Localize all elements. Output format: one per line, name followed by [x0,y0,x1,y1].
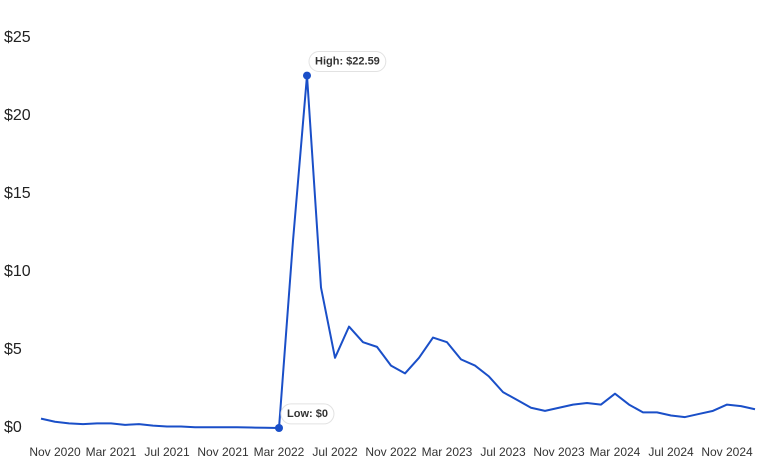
y-tick-label: $10 [4,263,31,280]
y-tick-label: $5 [4,341,22,358]
y-tick-label: $25 [4,29,31,46]
x-tick-label: Mar 2022 [254,445,305,459]
x-tick-label: Jul 2023 [480,445,526,459]
x-tick-label: Mar 2021 [86,445,137,459]
x-tick-label: Jul 2024 [648,445,694,459]
x-tick-label: Nov 2020 [29,445,81,459]
annotation: Low: $0 [280,403,335,425]
x-tick-label: Nov 2022 [365,445,417,459]
x-tick-label: Nov 2021 [197,445,249,459]
y-tick-label: $15 [4,185,31,202]
annotation-point [303,71,311,80]
x-tick-label: Nov 2023 [533,445,585,459]
annotation-text: Low: $0 [287,408,328,420]
annotation-box [280,403,335,425]
x-tick-label: Jul 2022 [312,445,358,459]
annotation-point [275,424,283,432]
x-tick-label: Jul 2021 [144,445,190,459]
price-line [40,74,756,429]
y-tick-label: $20 [4,107,31,124]
annotation-text: High: $22.59 [315,56,380,68]
y-tick-label: $0 [4,419,22,436]
x-tick-label: Nov 2024 [701,445,753,459]
annotation: High: $22.59 [308,51,387,73]
x-tick-label: Mar 2023 [422,445,473,459]
x-tick-label: Mar 2024 [590,445,641,459]
annotation-box [308,51,387,73]
